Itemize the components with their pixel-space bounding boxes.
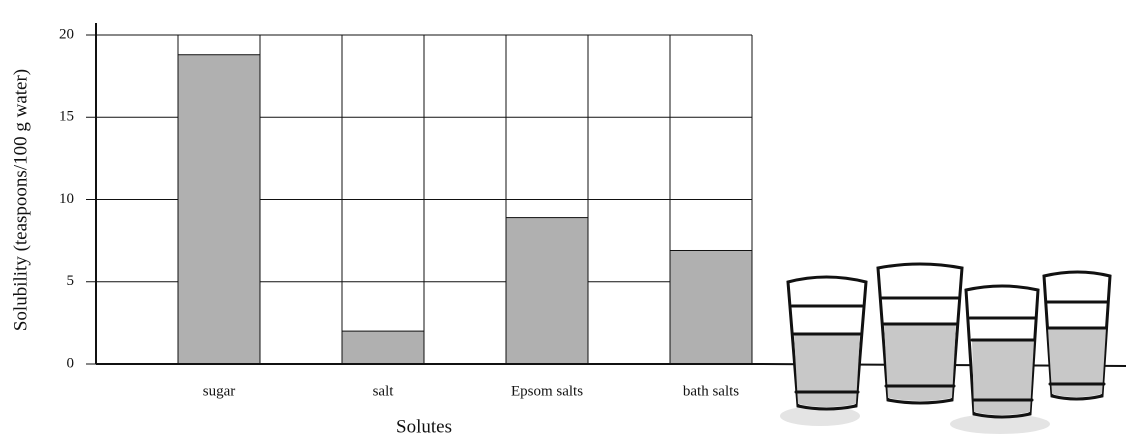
x-tick-label: bath salts	[683, 383, 739, 399]
glasses-illustration	[751, 262, 1126, 434]
x-tick-label: sugar	[203, 383, 236, 399]
x-tick-label: salt	[373, 383, 395, 399]
y-tick-label: 5	[67, 273, 75, 289]
y-axis-title: Solubility (teaspoons/100 g water)	[10, 69, 31, 331]
x-axis-title: Solutes	[396, 416, 452, 437]
y-tick-label: 15	[59, 109, 74, 125]
bar	[177, 54, 261, 365]
x-tick-label: Epsom salts	[511, 383, 583, 399]
bar	[669, 249, 753, 365]
y-tick-label: 10	[59, 191, 74, 207]
y-tick-label: 20	[59, 26, 74, 42]
bar	[505, 217, 589, 365]
y-tick-label: 0	[67, 355, 75, 371]
bar	[341, 330, 425, 365]
